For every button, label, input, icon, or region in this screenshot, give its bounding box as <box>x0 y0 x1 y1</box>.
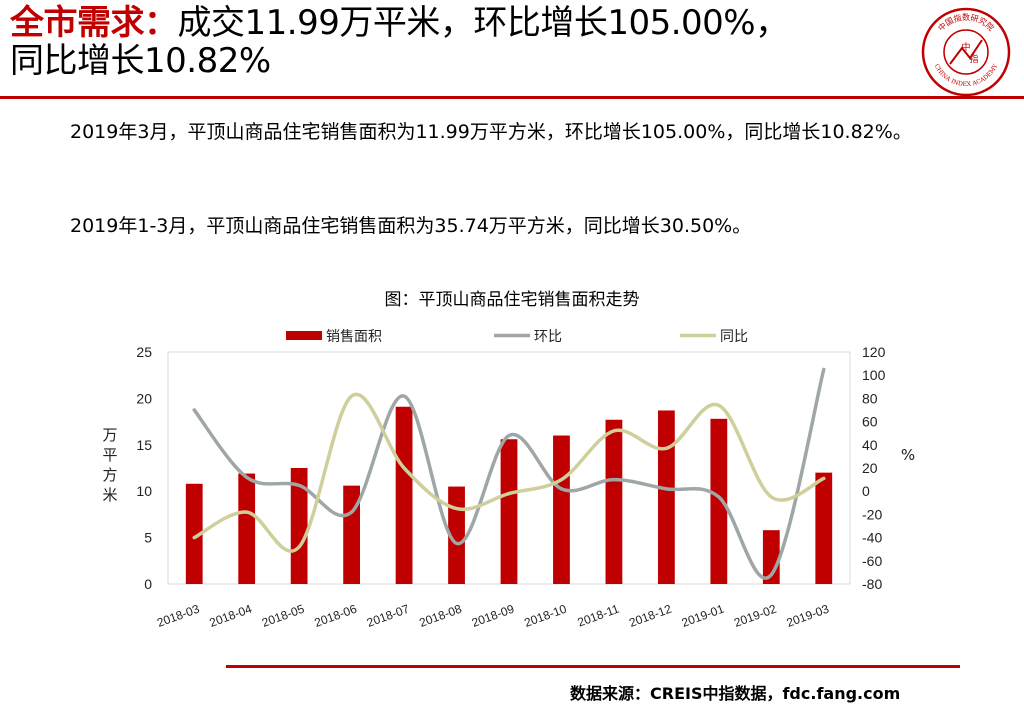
legend-label: 环比 <box>534 329 562 345</box>
source-rule <box>226 665 960 668</box>
chart-title: 图：平顶山商品住宅销售面积走势 <box>384 290 640 310</box>
y-axis-label-char: 平 <box>102 446 117 464</box>
series-line <box>192 392 826 553</box>
y-tick-label: 20 <box>136 390 152 406</box>
logo-center-bottom: 指 <box>969 53 978 65</box>
x-tick-label: 2018-04 <box>208 602 254 630</box>
header-rule <box>0 96 1024 99</box>
logo-center-top: 中 <box>961 41 970 53</box>
bar <box>815 472 833 584</box>
svg-text:CHINA INDEX ACADEMY: CHINA INDEX ACADEMY <box>933 62 1000 88</box>
y2-tick-label: 40 <box>862 437 878 453</box>
y2-tick-label: 20 <box>862 460 878 476</box>
sales-area-chart: 0 5 10 15 20 25 -80 -60 -40 -20 0 20 40 60 80 100 120 万平方… <box>102 329 915 630</box>
x-tick-label: 2019-03 <box>785 602 831 630</box>
bar <box>605 419 623 584</box>
x-tick-label: 2018-11 <box>576 602 622 630</box>
y2-tick-label: -40 <box>862 530 882 546</box>
legend-swatch <box>286 331 322 340</box>
bar <box>395 406 413 584</box>
title-prefix: 全市需求 <box>10 3 145 43</box>
y-tick-label: 25 <box>136 344 152 360</box>
y2-tick-label: 60 <box>862 414 878 430</box>
y-axis-label-char: 方 <box>102 466 117 484</box>
y-tick-label: 15 <box>136 437 152 453</box>
bar <box>553 435 570 584</box>
legend-label: 同比 <box>720 329 748 345</box>
bar <box>290 468 308 584</box>
x-tick-label: 2018-07 <box>365 602 411 630</box>
y-tick-label: 5 <box>144 530 152 546</box>
x-tick-label: 2018-05 <box>260 602 306 630</box>
y2-tick-label: 100 <box>862 367 886 383</box>
y2-axis-label: % <box>901 446 915 464</box>
title-separator: ： <box>144 3 178 43</box>
y2-tick-label: -60 <box>862 553 882 569</box>
data-source: 数据来源：CREIS中指数据，fdc.fang.com <box>570 684 901 703</box>
paragraph-monthly: 2019年3月，平顶山商品住宅销售面积为11.99万平方米，环比增长105.00… <box>70 121 912 143</box>
x-tick-label: 2018-08 <box>417 602 463 630</box>
y2-tick-label: 120 <box>862 344 886 360</box>
title-line2: 同比增长10.82% <box>10 41 271 81</box>
y-tick-label: 0 <box>144 576 152 592</box>
china-index-academy-logo: 中国指数研究院 CHINA INDEX ACADEMY 中 指 <box>921 7 1011 97</box>
x-tick-label: 2018-06 <box>312 602 358 630</box>
x-tick-label: 2018-03 <box>155 602 201 630</box>
bar <box>343 485 361 584</box>
page-title: 全市需求：成交11.99万平米，环比增长105.00%， 同比增长10.82% <box>10 4 910 80</box>
x-tick-label: 2019-01 <box>680 602 726 630</box>
paragraph-quarterly: 2019年1-3月，平顶山商品住宅销售面积为35.74万平方米，同比增长30.5… <box>70 215 752 237</box>
y2-tick-label: 80 <box>862 390 878 406</box>
y2-tick-label: 0 <box>862 483 870 499</box>
bar <box>657 410 675 584</box>
x-tick-label: 2018-09 <box>470 602 516 630</box>
bar <box>185 483 203 584</box>
series-line <box>192 367 826 580</box>
bar <box>238 473 256 584</box>
x-tick-label: 2019-02 <box>732 602 778 630</box>
bar <box>710 418 728 584</box>
x-tick-label: 2018-12 <box>627 602 673 630</box>
legend-label: 销售面积 <box>326 329 382 345</box>
y2-tick-label: -20 <box>862 506 882 522</box>
bar <box>500 439 518 584</box>
y2-tick-label: -80 <box>862 576 882 592</box>
y-tick-label: 10 <box>136 483 152 499</box>
y-axis-label-char: 米 <box>102 486 117 504</box>
y-axis-label-char: 万 <box>102 426 117 444</box>
logo-bottom-text: CHINA INDEX ACADEMY <box>933 62 1000 88</box>
x-tick-label: 2018-10 <box>522 602 568 630</box>
title-line1: 成交11.99万平米，环比增长105.00%， <box>177 3 790 43</box>
